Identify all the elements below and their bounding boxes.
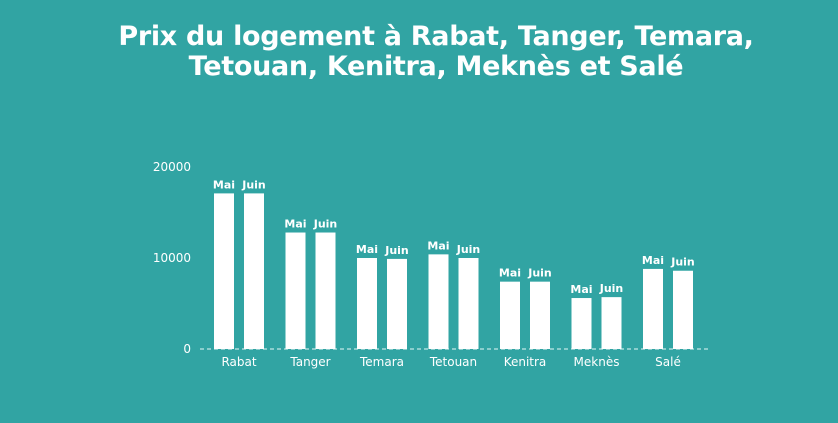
bar-data-label: Mai (427, 239, 449, 252)
bar-mai (428, 254, 449, 349)
x-category-label: Tetouan (429, 355, 477, 369)
bar-juin (673, 270, 693, 349)
bar-juin (530, 281, 550, 349)
bar-data-label: Mai (284, 218, 306, 231)
bar-mai (571, 298, 592, 349)
y-tick-label: 20000 (153, 160, 191, 174)
bar-data-label: Juin (527, 267, 552, 280)
bar-data-label: Juin (241, 178, 266, 191)
bar-data-label: Juin (313, 218, 338, 231)
bar-data-label: Juin (599, 282, 624, 295)
bar-mai (357, 258, 377, 349)
x-category-label: Kenitra (504, 355, 547, 369)
bar-data-label: Mai (213, 178, 235, 191)
bar-data-label: Mai (499, 267, 521, 280)
x-category-label: Rabat (221, 355, 256, 369)
x-category-label: Salé (655, 355, 681, 369)
bar-mai (643, 268, 663, 349)
bar-juin (315, 232, 336, 349)
bar-data-label: Juin (456, 243, 481, 256)
y-tick-label: 0 (183, 342, 191, 356)
chart-title-line-2: Tetouan, Kenitra, Meknès et Salé (188, 51, 684, 82)
bar-data-label: Juin (384, 244, 409, 257)
bar-juin (244, 193, 264, 349)
bar-mai (500, 281, 520, 349)
x-category-label: Temara (359, 355, 404, 369)
y-tick-label: 10000 (153, 251, 191, 265)
bar-juin (601, 297, 622, 349)
bar-juin (387, 258, 407, 349)
bar-juin (458, 258, 479, 349)
bar-mai (285, 232, 306, 349)
chart-title: Prix du logement à Rabat, Tanger, Temara… (100, 22, 772, 82)
bar-data-label: Mai (356, 243, 378, 256)
bar-data-label: Mai (642, 254, 664, 267)
x-category-label: Tanger (289, 355, 330, 369)
bar-data-label: Mai (570, 283, 592, 296)
chart-title-line-1: Prix du logement à Rabat, Tanger, Temara… (118, 21, 754, 52)
x-category-label: Meknès (574, 355, 620, 369)
bar-data-label: Juin (670, 256, 695, 269)
bar-mai (214, 193, 234, 349)
